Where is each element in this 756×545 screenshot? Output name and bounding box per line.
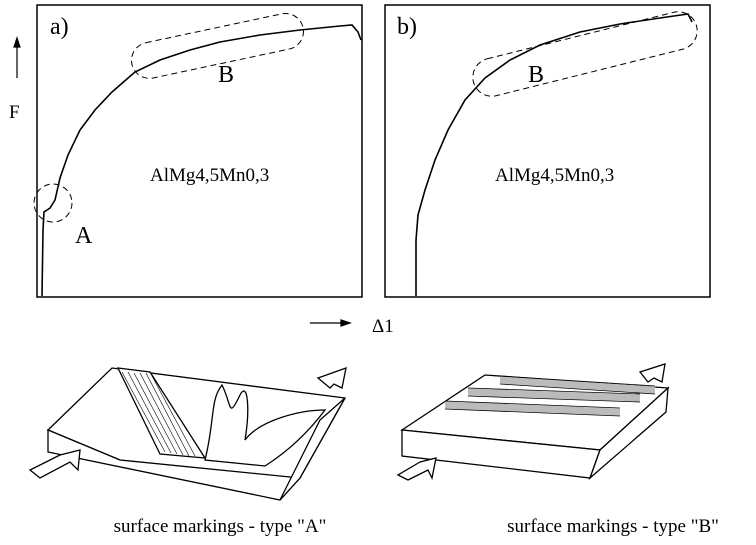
panel-a-frame xyxy=(37,5,362,297)
panel-label: b) xyxy=(397,14,417,40)
slab-a xyxy=(30,368,346,500)
region-b-b xyxy=(469,8,701,101)
material: AlMg4,5Mn0,3 xyxy=(495,165,614,186)
panel-label: a) xyxy=(50,14,69,40)
figure: a) b) A B B AlMg4,5Mn0,3 AlMg4,5Mn0,3 F … xyxy=(0,0,756,545)
region-label: B xyxy=(218,62,234,88)
panel-b-frame xyxy=(385,5,710,297)
slab-b xyxy=(398,364,668,480)
x-label: Δ1 xyxy=(372,316,394,337)
region-markers xyxy=(34,8,701,222)
material: AlMg4,5Mn0,3 xyxy=(150,165,269,186)
y-label: F xyxy=(9,102,20,123)
region-label: B xyxy=(528,62,544,88)
caption: surface markings - type "A" xyxy=(114,516,327,537)
panel-frames xyxy=(37,5,710,297)
curve-b xyxy=(416,14,692,296)
caption: surface markings - type "B" xyxy=(507,516,719,537)
region-label: A xyxy=(75,223,93,249)
curve-a xyxy=(42,25,361,296)
